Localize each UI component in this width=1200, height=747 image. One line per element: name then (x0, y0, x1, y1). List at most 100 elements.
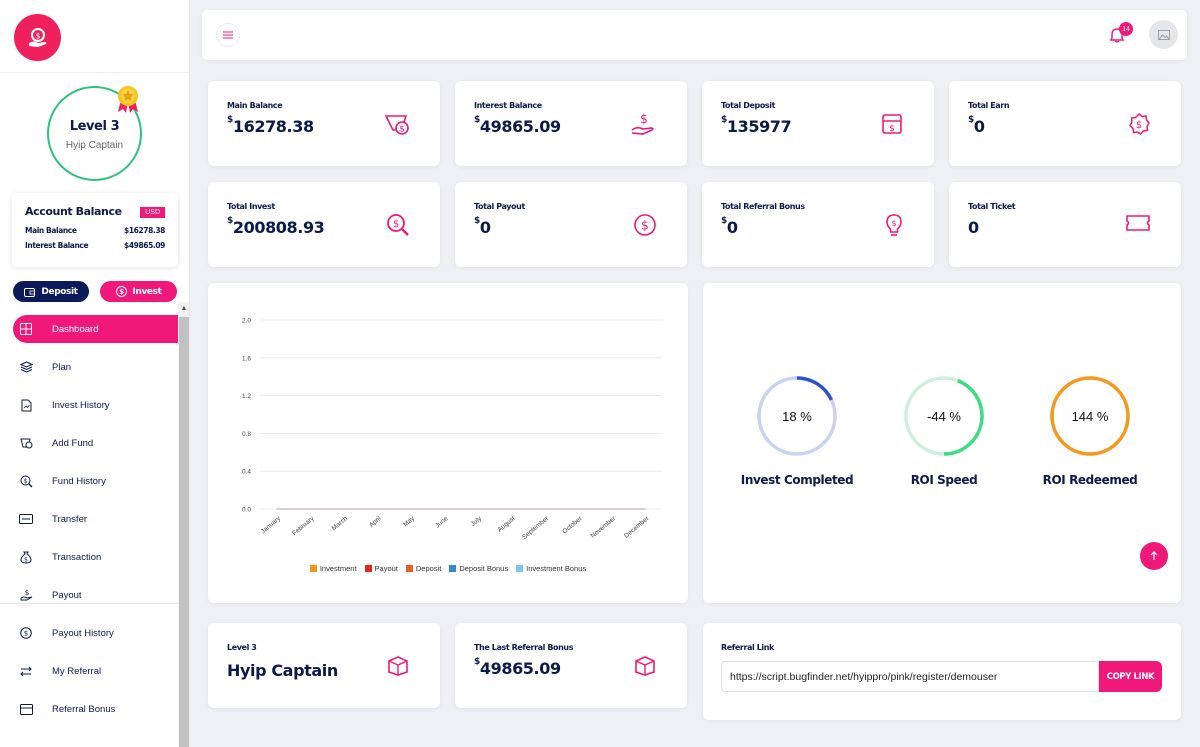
sidebar-item-payout-history[interactable]: $ Payout History (13, 619, 178, 647)
search-dollar-icon: $ (387, 214, 409, 236)
svg-text:$: $ (119, 288, 124, 296)
logo-icon: $ (28, 27, 46, 47)
legend-swatch (364, 565, 372, 572)
menu-toggle-button[interactable] (216, 23, 240, 47)
stat-label: Interest Balance (474, 101, 542, 110)
transfer-icon (19, 514, 33, 524)
progress-ring (1050, 376, 1130, 456)
legend-item[interactable]: Deposit (405, 564, 441, 573)
sidebar-item-fund-history[interactable]: $ Fund History (13, 467, 178, 495)
coin-icon: $ (20, 627, 32, 639)
sidebar-scrollbar-thumb[interactable] (179, 317, 189, 747)
last-referral-value: $49865.09 (474, 657, 561, 678)
hand-dollar-icon: $ (631, 112, 654, 135)
legend-item[interactable]: Investment (309, 564, 357, 573)
sidebar-item-transaction[interactable]: $ Transaction (13, 543, 178, 571)
legend-item[interactable]: Deposit Bonus (449, 564, 508, 573)
scroll-to-top-button[interactable] (1140, 542, 1168, 570)
progress-value: 144 % (1071, 408, 1109, 424)
account-balance-card: Account Balance USD Main Balance $16278.… (12, 193, 178, 267)
x-tick-label: September (521, 515, 550, 541)
coin-icon: $ (634, 214, 656, 236)
x-tick-label: January (260, 515, 283, 536)
sidebar-item-my-referral[interactable]: My Referral (13, 657, 178, 685)
stat-label: Total Referral Bonus (721, 202, 805, 211)
progress-ring (904, 376, 984, 456)
layers-icon (19, 361, 33, 373)
sidebar-item-label: Transfer (52, 513, 88, 525)
gift-box-icon (388, 656, 408, 676)
sidebar-item-label: Dashboard (52, 323, 99, 335)
progress-ring-fill (904, 376, 984, 456)
sidebar-item-transfer[interactable]: Transfer (13, 505, 178, 533)
bonus-icon (19, 703, 33, 715)
level-badge: Level 3 Hyip Captain (47, 86, 142, 181)
level-card-label: Level 3 (227, 643, 257, 652)
deposit-button[interactable]: Deposit (13, 281, 89, 302)
sidebar-item-invest-history[interactable]: Invest History (13, 391, 178, 419)
stat-card-total-payout: Total Payout $0 $ (455, 182, 687, 267)
sidebar-item-label: Add Fund (52, 437, 94, 449)
referral-icon (20, 666, 32, 676)
referral-link-card: Referral Link https://script.bugfinder.n… (703, 623, 1181, 720)
invest-button[interactable]: $ Invest (100, 281, 177, 302)
progress-ring-fill (757, 376, 837, 456)
payout-icon: $ (20, 589, 32, 601)
sidebar-item-label: Transaction (52, 551, 102, 563)
svg-text:$: $ (399, 125, 405, 135)
ticket-icon (1126, 215, 1150, 231)
search-dollar-icon: $ (20, 475, 32, 487)
y-tick-label: 1.6 (242, 355, 251, 362)
level-rank: Hyip Captain (65, 140, 124, 151)
sidebar-item-label: Payout (52, 589, 82, 601)
logo[interactable]: $ (14, 14, 61, 61)
x-tick-label: December (623, 515, 651, 540)
legend-item[interactable]: Payout (364, 564, 398, 573)
stat-card-interest-balance: Interest Balance $49865.09 $ (455, 81, 687, 166)
bulb-dollar-icon: $ (886, 214, 902, 236)
main-balance-value: $16278.38 (124, 226, 165, 235)
sidebar-item-referral-bonus[interactable]: Referral Bonus (13, 695, 178, 723)
invest-button-label: Invest (132, 286, 162, 297)
stat-label: Total Deposit (721, 101, 776, 110)
stat-label: Main Balance (227, 101, 283, 110)
sidebar-item-label: Payout History (52, 627, 114, 639)
stat-value: $135977 (721, 115, 792, 136)
badge-dollar-icon: $ (1129, 112, 1150, 135)
scroll-up-arrow-icon[interactable]: ▲ (180, 304, 188, 312)
stat-card-main-balance: Main Balance $16278.38 $ (208, 81, 440, 166)
progress-label: ROI Speed (910, 473, 978, 487)
last-referral-bonus-card: The Last Referral Bonus $49865.09 (455, 623, 687, 708)
referral-link-input[interactable]: https://script.bugfinder.net/hyippro/pin… (721, 661, 1099, 692)
chart-legend: Investment Payout Deposit Deposit Bonus Inve… (208, 564, 688, 573)
sidebar-item-payout[interactable]: $ Payout (13, 581, 178, 609)
progress-roi-redeemed: 144 % ROI Redeemed (1043, 374, 1138, 487)
interest-balance-value: $49865.09 (124, 241, 165, 250)
sidebar-item-label: Plan (52, 361, 72, 373)
x-tick-label: May (402, 515, 416, 529)
y-tick-label: 0.8 (242, 431, 251, 438)
copy-link-button[interactable]: COPY LINK (1099, 661, 1162, 692)
legend-item[interactable]: Investment Bonus (516, 564, 586, 573)
sidebar-item-dashboard[interactable]: Dashboard (13, 315, 178, 343)
level-card-rank: Hyip Captain (227, 661, 338, 680)
svg-text:$: $ (1136, 120, 1142, 131)
progress-value: -44 % (927, 408, 961, 424)
x-tick-label: July (470, 515, 484, 528)
currency-badge: USD (140, 207, 165, 218)
arrow-up-icon (1150, 551, 1158, 560)
stat-label: Total Earn (968, 101, 1010, 110)
sidebar-item-plan[interactable]: Plan (13, 353, 178, 381)
notification-badge: 14 (1119, 22, 1133, 36)
legend-label: Payout (374, 564, 398, 573)
sidebar-item-add-fund[interactable]: Add Fund (13, 429, 178, 457)
gift-box-icon (635, 656, 655, 676)
svg-text:$: $ (891, 219, 896, 228)
avatar[interactable] (1149, 20, 1178, 49)
stat-card-total-invest: Total Invest $200808.93 $ (208, 182, 440, 267)
sidebar-item-label: My Referral (52, 665, 102, 677)
x-tick-label: October (561, 515, 584, 536)
stat-value: $200808.93 (227, 216, 325, 237)
legend-swatch (449, 565, 457, 572)
x-tick-label: June (434, 515, 450, 530)
